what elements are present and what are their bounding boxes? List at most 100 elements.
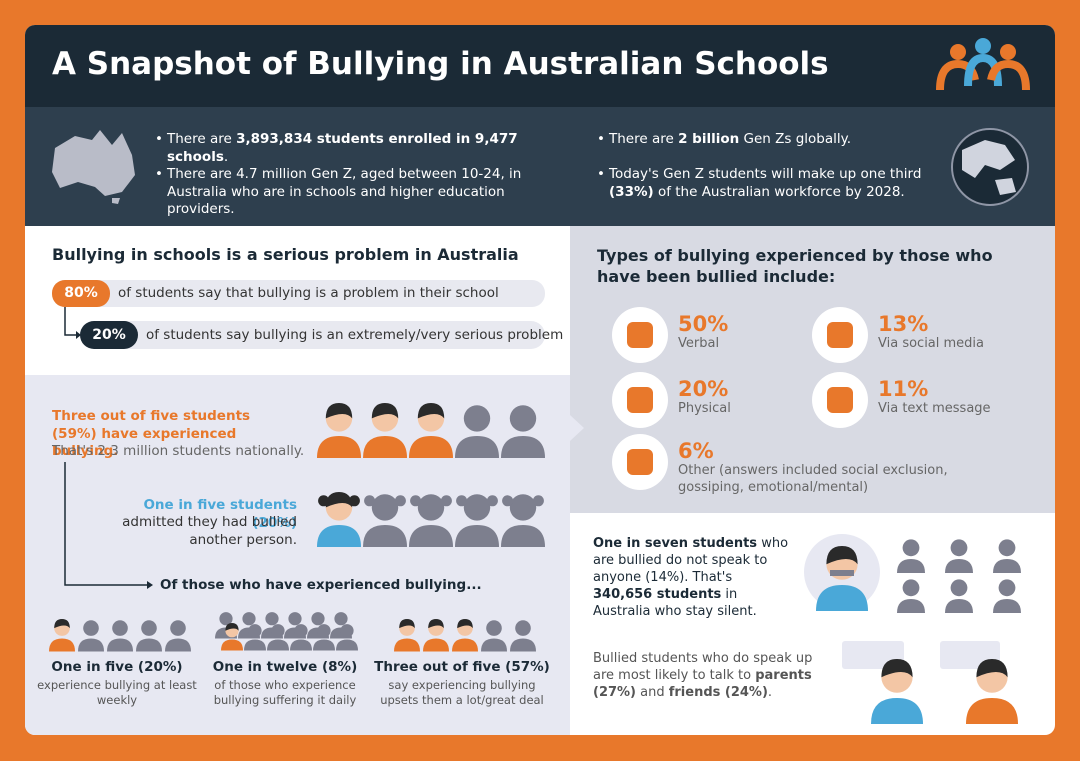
person-icon [423,619,449,652]
mouth-tape [830,570,854,576]
section-title: Bullying in schools is a serious problem… [52,245,519,264]
person-icon [481,620,507,652]
text: Bullied students who do speak up are mos… [593,651,813,683]
stat-text: of students say bullying is an extremely… [146,327,564,343]
person-icon [897,539,925,573]
hair [976,659,1008,678]
connector [64,307,76,336]
person-head [509,494,537,521]
person-icon [455,405,499,458]
hair [364,495,376,507]
highlight: Three out of five students (59%) have ex… [52,408,251,460]
stat-bar [52,280,545,307]
hair [428,619,444,629]
person-head [334,612,348,626]
person-body [455,525,499,547]
person-body [221,639,243,651]
hair [394,495,406,507]
hair [457,619,473,629]
text: Today's Gen Z students will make up one … [609,166,922,182]
person-icon [394,619,420,652]
person-icon [313,624,335,651]
type-icon [627,387,653,413]
text: of the Australian workforce by 2028. [653,183,905,200]
person-icon [78,620,104,652]
person-icon [290,624,312,651]
person-icon [107,620,133,652]
text: There are [167,131,237,147]
person-icon [267,624,289,651]
type-label: Via text message [878,401,991,416]
person-body [501,525,545,547]
person-head [340,624,354,638]
text: who are bullied do not speak to anyone (… [593,536,789,585]
type-icon [627,322,653,348]
person-body [510,638,536,652]
stat-bar [80,321,545,349]
note: That's 2.3 million students nationally. [52,443,305,459]
person-icon [510,620,536,652]
person-icon [455,494,499,547]
person-icon [136,620,162,652]
person-head [242,612,256,626]
bold-text: parents (27%) [593,667,812,700]
person-body [78,638,104,652]
hair [456,495,468,507]
person-icon [945,579,973,613]
person-icon [452,619,478,652]
connector [64,462,148,586]
item-title: One in five (20%) [51,659,183,675]
person-head [265,612,279,626]
type-label: Other (answers included social exclusion… [678,463,948,495]
text: in Australia who stay silent. [593,586,757,619]
person-body [317,436,361,458]
person-head [998,539,1016,557]
person-body [290,639,312,651]
person-icon [966,659,1018,724]
person-icon [993,579,1021,613]
stat-pill [52,280,110,307]
person-body [816,585,868,611]
person-body [267,639,289,651]
person-body [107,638,133,652]
person-icon [897,579,925,613]
hair [440,495,452,507]
type-value: 20% [678,377,729,401]
type-value: 11% [878,377,929,401]
hair [225,623,239,631]
person-head [417,494,445,521]
person-head [509,405,537,432]
item-title: Three out of five (57%) [374,659,550,675]
silent-text: One in seven students who are bullied do… [593,536,793,620]
person-head [311,612,325,626]
person-head [515,620,531,636]
person-body [945,599,973,613]
person-head [902,539,920,557]
bold-text: 3,893,834 students enrolled in 9,477 sch… [167,131,518,165]
hair [532,495,544,507]
person-body [871,698,923,724]
person-body [317,525,361,547]
hair [54,619,70,629]
person-body [966,698,1018,724]
text: Gen Zs globally. [739,131,852,147]
person-body [165,638,191,652]
person-icon [501,405,545,458]
hair [410,495,422,507]
person-body [409,525,453,547]
hair [399,619,415,629]
stat-value: 80% [64,285,98,301]
person-icon [363,403,407,458]
type-label: Verbal [678,336,720,351]
person-icon [317,492,361,547]
person-body [423,638,449,652]
australia-map [52,130,135,204]
text: and [636,684,669,700]
person-body [945,559,973,573]
bold-text: friends (24%) [668,684,768,700]
person-icon [244,624,266,651]
person-icon [221,623,243,651]
person-head [463,494,491,521]
person-head [950,579,968,597]
